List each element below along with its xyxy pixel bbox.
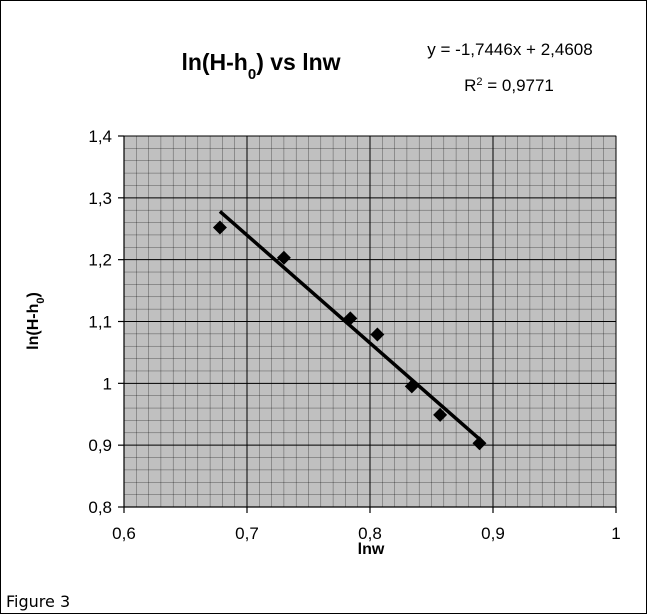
- y-tick-label: 0,8: [88, 498, 112, 517]
- y-tick-label: 1,1: [88, 313, 112, 332]
- data-point: [343, 311, 358, 326]
- trendline-equation: y = -1,7446x + 2,4608: [427, 40, 592, 59]
- x-tick-label: 1: [611, 524, 620, 543]
- x-tick-label: 0,8: [358, 524, 382, 543]
- y-axis-ticks: 0,8 0,9 1 1,1 1,2 1,3 1,4: [88, 127, 124, 517]
- x-tick-label: 0,6: [112, 524, 136, 543]
- x-axis-ticks: 0,6 0,7 0,8 0,9 1: [112, 507, 621, 543]
- y-tick-label: 1,2: [88, 251, 112, 270]
- trendline: [218, 210, 481, 441]
- y-tick-label: 1,4: [88, 127, 112, 146]
- data-point: [404, 379, 419, 394]
- x-tick-label: 0,9: [481, 524, 505, 543]
- data-point: [433, 407, 448, 422]
- data-point: [472, 436, 487, 451]
- data-point: [276, 250, 291, 265]
- y-axis-label: ln(H-h0): [25, 292, 47, 350]
- data-points: [212, 220, 487, 451]
- figure-caption: Figure 3: [6, 592, 71, 611]
- y-tick-label: 0,9: [88, 436, 112, 455]
- chart-title: ln(H-h0) vs lnw: [181, 49, 340, 83]
- y-tick-label: 1,3: [88, 189, 112, 208]
- x-axis-label: lnw: [358, 541, 385, 558]
- data-point: [370, 327, 385, 342]
- data-point: [212, 220, 227, 235]
- y-tick-label: 1: [103, 374, 112, 393]
- r-squared-label: R2 = 0,9771: [464, 76, 554, 95]
- x-tick-label: 0,7: [235, 524, 259, 543]
